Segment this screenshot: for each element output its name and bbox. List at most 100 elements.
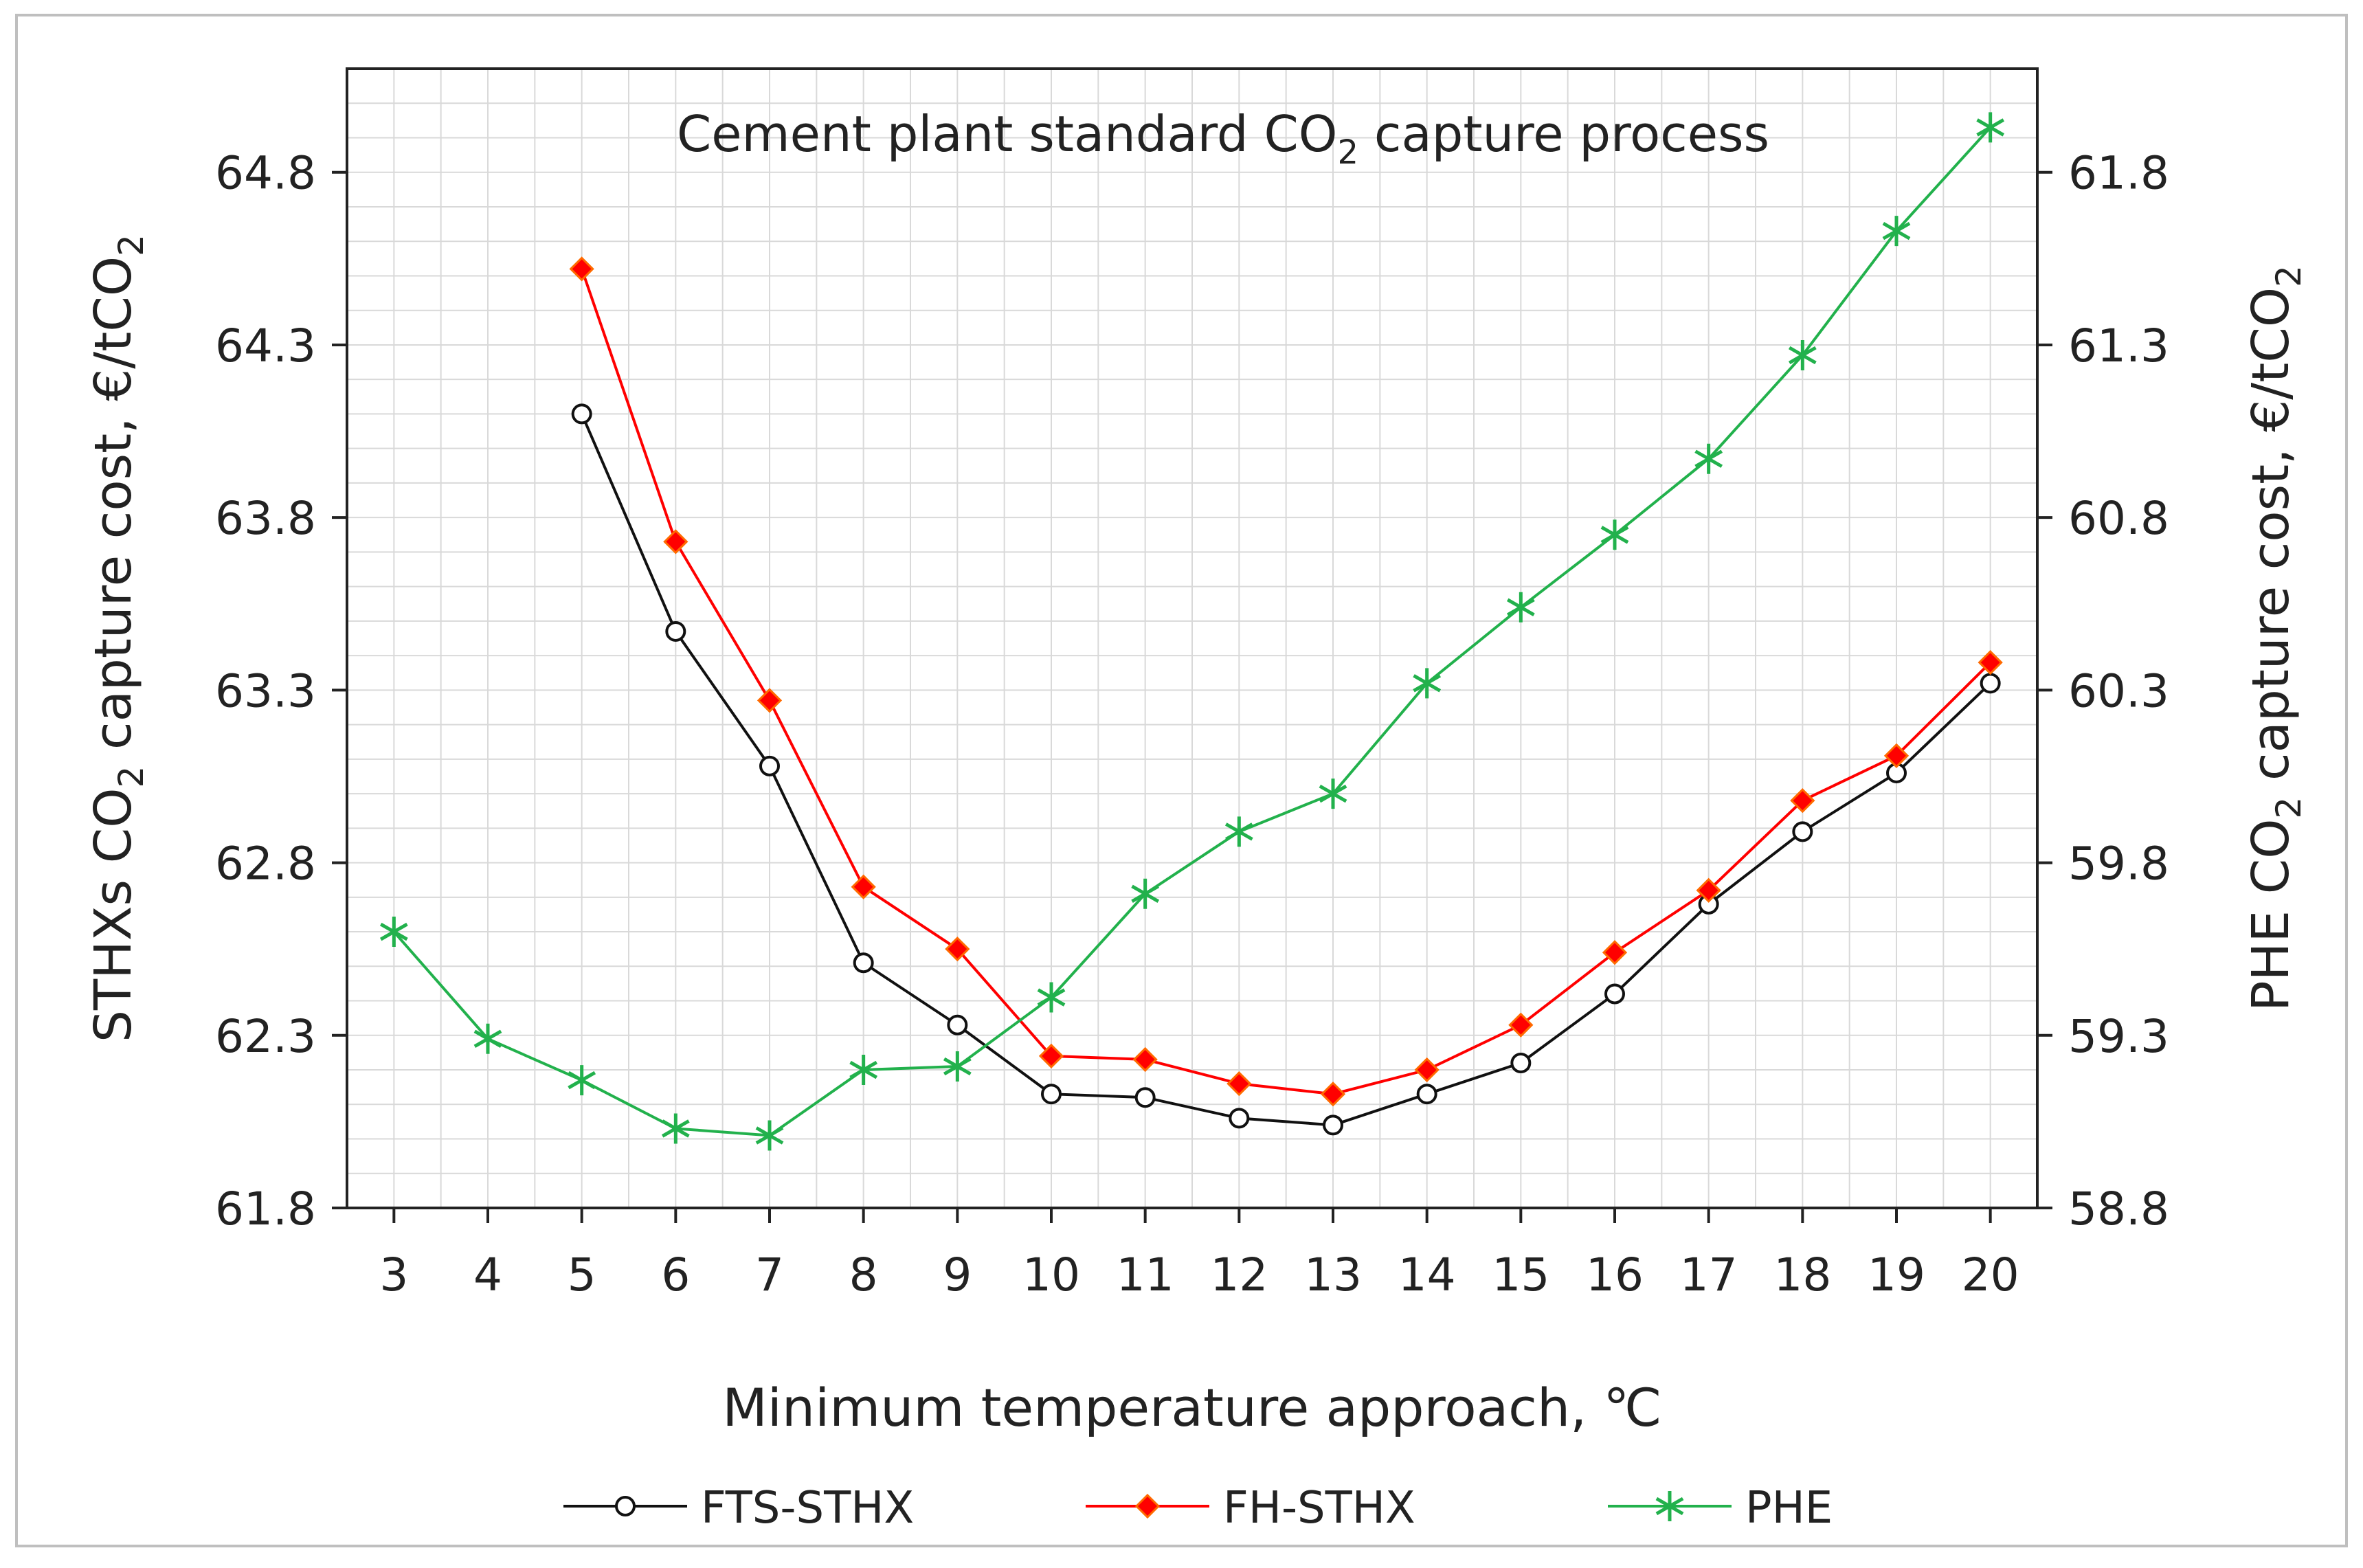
x-tick-label: 7 (755, 1248, 784, 1301)
point-phe (1976, 112, 2005, 143)
point-fh-sthx (757, 688, 783, 713)
gridlines (347, 69, 2037, 1208)
right-y-tick-label: 58.8 (2068, 1183, 2169, 1235)
right-y-tick-label: 59.8 (2068, 838, 2169, 891)
point-fh-sthx (1132, 1046, 1158, 1073)
left-axis-label: STHXs CO2 capture cost, €/tCO2 (84, 234, 151, 1042)
legend-marker-fts-sthx (615, 1496, 636, 1516)
point-phe (661, 1113, 690, 1144)
point-fh-sthx (1320, 1082, 1346, 1107)
point-phe (379, 917, 408, 948)
point-fts-sthx (1510, 1052, 1532, 1073)
x-tick-label: 8 (849, 1248, 878, 1301)
point-phe (1788, 340, 1817, 371)
point-fh-sthx (945, 937, 970, 962)
point-fh-sthx (569, 256, 594, 282)
legend-label-phe: PHE (1745, 1483, 1833, 1534)
point-fts-sthx (1416, 1084, 1437, 1105)
x-tick-label: 5 (568, 1248, 596, 1301)
point-fts-sthx (665, 620, 686, 642)
axes: 3 4 5 6 7 8 9 10 11 12 13 14 15 16 17 18 19 20 61.8 62.3 62.… (215, 147, 2169, 1301)
point-phe (1224, 816, 1253, 847)
series-group (379, 112, 2005, 1151)
figure-border (15, 14, 2348, 1547)
x-tick-label: 13 (1304, 1248, 1362, 1301)
x-tick-label: 15 (1492, 1248, 1549, 1301)
point-fh-sthx (1508, 1012, 1534, 1038)
point-fh-sthx (1038, 1043, 1064, 1069)
x-tick-label: 11 (1117, 1248, 1174, 1301)
x-tick-label: 18 (1773, 1248, 1831, 1301)
legend-marker-fh-sthx (1134, 1493, 1161, 1519)
point-phe (943, 1051, 972, 1082)
point-fh-sthx (1978, 650, 2003, 675)
legend-marker-phe (1655, 1491, 1684, 1521)
series-line-fh-sthx (580, 268, 1992, 1096)
point-fts-sthx (1134, 1087, 1156, 1108)
point-fh-sthx (663, 529, 688, 555)
legend-label-fts-sthx: FTS-STHX (701, 1483, 914, 1534)
series-line-fts-sthx (580, 413, 1992, 1127)
right-y-tick-label: 59.3 (2068, 1010, 2169, 1063)
point-fts-sthx (571, 403, 592, 425)
left-y-tick-label: 62.3 (215, 1010, 316, 1063)
point-phe (473, 1023, 502, 1054)
point-phe (755, 1120, 784, 1151)
left-y-tick-label: 64.8 (215, 147, 316, 200)
point-fh-sthx (1227, 1071, 1252, 1097)
point-fh-sthx (851, 874, 876, 899)
chart-title: Cement plant standard CO2 capture proces… (677, 105, 1769, 172)
x-tick-label: 14 (1398, 1248, 1456, 1301)
point-fts-sthx (1980, 673, 2001, 694)
point-phe (1413, 668, 1442, 699)
point-phe (1506, 592, 1535, 623)
right-y-tick-label: 60.8 (2068, 492, 2169, 545)
point-phe (849, 1055, 878, 1086)
right-y-tick-label: 61.8 (2068, 147, 2169, 200)
point-phe (1694, 443, 1723, 474)
plot-area-border (346, 67, 2039, 1209)
x-tick-label: 12 (1210, 1248, 1268, 1301)
point-fh-sthx (1883, 743, 1910, 768)
right-axis-label: PHE CO2 capture cost, €/tCO2 (2241, 265, 2309, 1011)
point-fts-sthx (759, 755, 780, 776)
x-axis-label: Minimum temperature approach, ℃ (722, 1377, 1662, 1438)
point-phe (1037, 982, 1066, 1013)
left-y-tick-label: 62.8 (215, 838, 316, 891)
point-phe (1882, 216, 1911, 247)
x-tick-label: 3 (379, 1248, 408, 1301)
point-fts-sthx (1041, 1084, 1062, 1105)
legend: FTS-STHX FH-STHX PHE (563, 1483, 1833, 1534)
point-phe (1319, 779, 1347, 809)
x-tick-label: 9 (943, 1248, 972, 1301)
legend-label-fh-sthx: FH-STHX (1223, 1483, 1415, 1534)
x-tick-label: 4 (473, 1248, 502, 1301)
left-y-tick-label: 63.8 (215, 492, 316, 545)
point-phe (1131, 878, 1160, 909)
x-tick-label: 20 (1962, 1248, 2019, 1301)
point-fts-sthx (1604, 983, 1625, 1005)
right-y-tick-label: 60.3 (2068, 664, 2169, 717)
x-tick-label: 17 (1680, 1248, 1738, 1301)
point-phe (568, 1065, 596, 1096)
left-y-tick-label: 61.8 (215, 1183, 316, 1235)
point-fh-sthx (1790, 788, 1815, 814)
point-fts-sthx (1323, 1115, 1343, 1136)
point-fts-sthx (1792, 821, 1813, 842)
point-fh-sthx (1602, 940, 1628, 965)
point-fts-sthx (1229, 1108, 1250, 1129)
left-y-tick-label: 64.3 (215, 320, 316, 372)
point-fts-sthx (853, 952, 874, 974)
series-line-phe (392, 126, 1992, 1137)
x-tick-label: 10 (1022, 1248, 1080, 1301)
right-y-tick-label: 61.3 (2068, 320, 2169, 372)
point-phe (1600, 519, 1629, 550)
x-tick-label: 19 (1868, 1248, 1925, 1301)
x-tick-label: 16 (1586, 1248, 1644, 1301)
x-tick-label: 6 (661, 1248, 690, 1301)
point-fh-sthx (1414, 1057, 1440, 1083)
point-fts-sthx (947, 1014, 968, 1035)
point-fh-sthx (1696, 877, 1721, 903)
